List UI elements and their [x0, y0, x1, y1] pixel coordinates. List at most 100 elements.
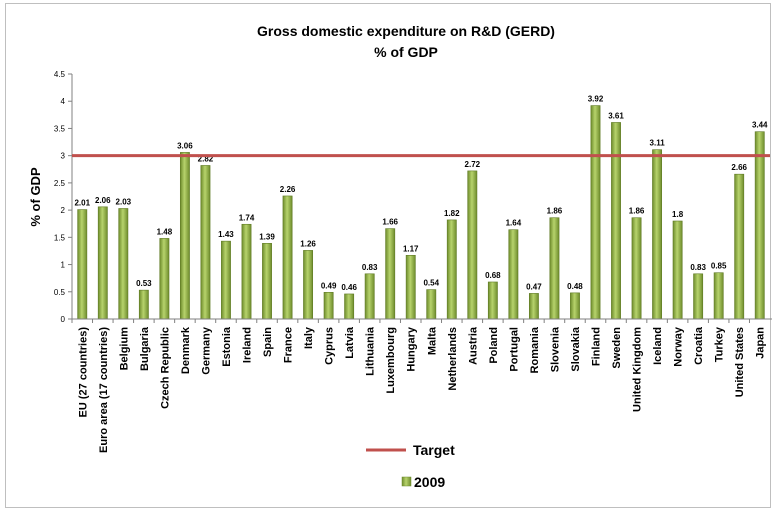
chart-frame: Gross domestic expenditure on R&D (GERD)… [5, 3, 772, 508]
bar-value-label: 2.72 [465, 160, 481, 169]
bar-value-label: 0.47 [526, 282, 542, 291]
bar [118, 208, 129, 320]
bar-value-label: 1.39 [259, 232, 275, 241]
y-axis-label: % of GDP [28, 167, 43, 227]
bar [282, 195, 293, 320]
bar-value-label: 2.66 [731, 163, 747, 172]
bar [159, 238, 170, 320]
y-tick-label: 0.5 [54, 288, 66, 297]
bar-value-label: 0.83 [690, 263, 706, 272]
x-tick-label: Sweden [611, 327, 623, 369]
x-tick-label: Belgium [118, 327, 130, 371]
bar-value-label: 3.44 [752, 121, 768, 130]
bar-value-label: 1.26 [300, 239, 316, 248]
y-tick-label: 2 [61, 206, 66, 215]
y-tick-label: 3.5 [54, 124, 66, 133]
chart-subtitle: % of GDP [374, 44, 438, 60]
bar-value-labels: 2.01 2.06 2.03 0.53 1.48 3.06 2.82 1.43 1.74 1.39… [74, 95, 768, 292]
bar [179, 152, 190, 320]
x-tick-label: Italy [303, 326, 315, 349]
bar-value-label: 1.64 [506, 219, 522, 228]
x-tick-label: Austria [467, 326, 479, 365]
bar [487, 281, 498, 320]
bars [77, 105, 765, 320]
bar-value-label: 1.82 [444, 209, 460, 218]
bar [693, 273, 704, 320]
x-tick-label: Malta [426, 326, 438, 355]
bar [97, 206, 108, 320]
bar-value-label: 0.83 [362, 263, 378, 272]
x-tick-label: Turkey [714, 326, 726, 362]
x-tick-label: Slovenia [549, 326, 561, 372]
bar-value-label: 3.92 [588, 95, 604, 104]
x-tick-label: Romania [529, 326, 541, 373]
bar [323, 292, 334, 320]
bar [262, 243, 272, 320]
bar-value-label: 1.43 [218, 230, 234, 239]
x-tick-label: Germany [200, 326, 212, 375]
y-tick-label: 3 [61, 152, 66, 161]
x-tick-label: Norway [673, 326, 685, 367]
x-axis-ticks: EU (27 countries) Euro area (17 countries… [71, 319, 767, 453]
x-tick-label: Lithuania [365, 326, 377, 376]
x-tick-label: Hungary [406, 326, 418, 372]
bar-value-label: 1.48 [157, 227, 173, 236]
bar [754, 131, 765, 320]
legend-2009-swatch [401, 476, 412, 487]
x-tick-label: EU (27 countries) [77, 327, 89, 418]
bar [713, 272, 724, 320]
bar [364, 273, 375, 320]
x-tick-label: United States [734, 327, 746, 397]
x-tick-label: Croatia [693, 326, 705, 365]
bar-value-label: 0.85 [711, 262, 727, 271]
bar-value-label: 2.01 [74, 199, 90, 208]
bar [200, 165, 211, 320]
x-tick-label: Czech Republic [159, 327, 171, 409]
y-tick-label: 2.5 [54, 179, 66, 188]
bar-value-label: 1.86 [547, 207, 563, 216]
x-tick-label: Estonia [221, 326, 233, 367]
y-tick-label: 1.5 [54, 233, 66, 242]
bar-value-label: 3.06 [177, 141, 193, 150]
bar [446, 219, 457, 320]
bar-value-label: 1.8 [672, 210, 684, 219]
bar-value-label: 2.06 [95, 196, 111, 205]
bar [221, 240, 231, 320]
bar [590, 105, 601, 320]
bar [611, 122, 621, 320]
x-tick-label: France [283, 327, 295, 363]
x-tick-label: United Kingdom [632, 327, 644, 412]
bar [77, 209, 88, 320]
x-tick-label: Japan [755, 327, 767, 359]
bar [138, 289, 149, 320]
chart-svg: Gross domestic expenditure on R&D (GERD)… [28, 23, 772, 490]
bar-value-label: 1.66 [382, 218, 398, 227]
bar [672, 220, 683, 320]
x-tick-label: Spain [262, 327, 274, 357]
x-tick-label: Netherlands [447, 327, 459, 391]
x-tick-label: Iceland [652, 327, 664, 365]
bar-value-label: 2.03 [116, 197, 132, 206]
bar [426, 289, 437, 320]
legend-2009-label: 2009 [414, 474, 445, 490]
x-tick-label: Latvia [344, 326, 356, 359]
y-tick-label: 0 [61, 315, 66, 324]
bar [508, 229, 519, 320]
bar-value-label: 1.74 [239, 213, 255, 222]
bar-value-label: 0.49 [321, 281, 337, 290]
x-tick-label: Portugal [508, 327, 520, 372]
chart-title: Gross domestic expenditure on R&D (GERD) [257, 23, 555, 39]
bar [385, 228, 396, 320]
bar-value-label: 0.46 [341, 283, 357, 292]
bar-value-label: 2.82 [198, 154, 214, 163]
y-tick-label: 4.5 [54, 70, 66, 79]
bar [549, 217, 560, 320]
y-tick-label: 4 [61, 97, 66, 106]
bar [344, 293, 355, 320]
x-tick-label: Poland [488, 327, 500, 364]
bar [734, 173, 745, 320]
x-tick-label: Slovakia [570, 326, 582, 372]
bar [241, 223, 252, 320]
y-axis-ticks: 0 0.5 1 1.5 2 2.5 3 3.5 4 4.5 [54, 70, 72, 324]
bar-value-label: 0.48 [567, 282, 583, 291]
